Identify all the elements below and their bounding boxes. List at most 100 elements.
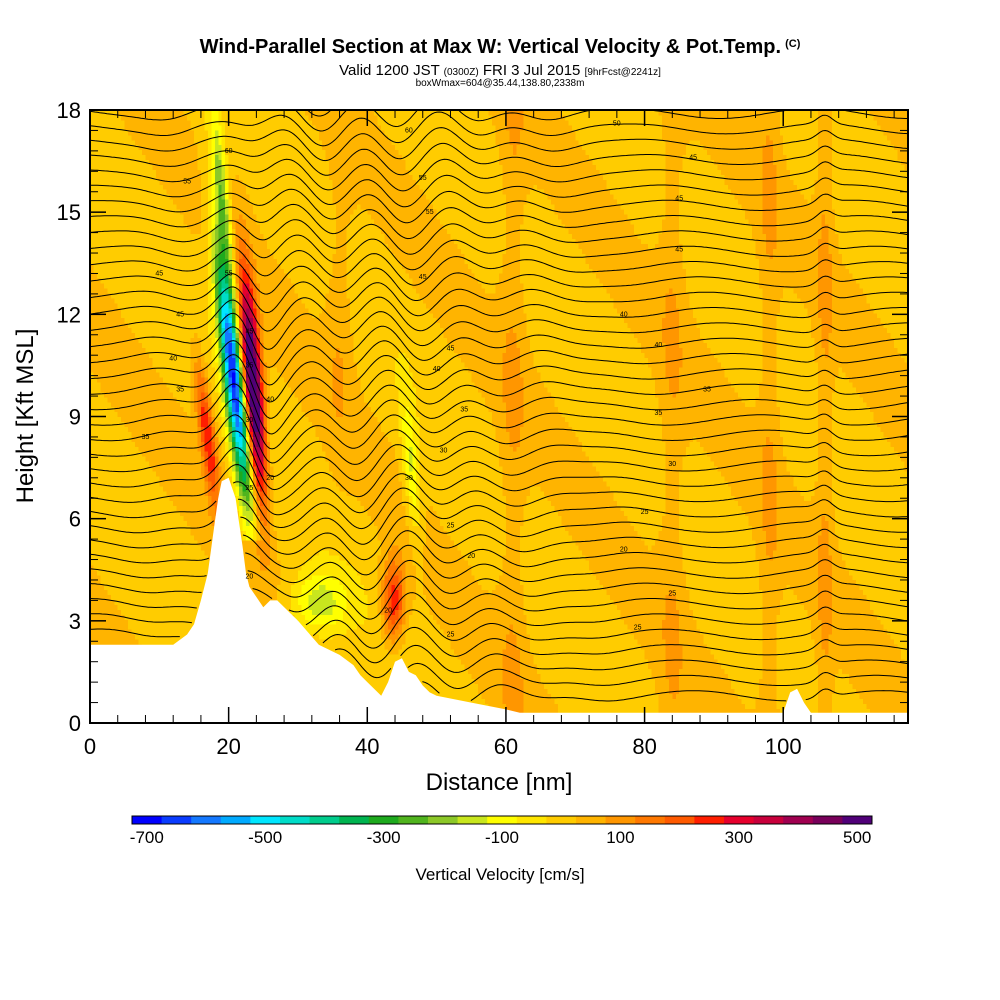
field-cell <box>505 545 521 551</box>
field-cell <box>419 426 497 432</box>
field-cell <box>502 253 521 259</box>
field-cell <box>495 124 507 131</box>
field-cell <box>481 693 504 699</box>
field-cell <box>505 119 524 126</box>
field-cell <box>488 406 507 413</box>
field-cell <box>821 322 833 329</box>
field-cell <box>401 426 413 432</box>
field-cell <box>332 396 344 403</box>
field-cell <box>266 238 337 245</box>
isentrope <box>90 273 908 317</box>
field-cell <box>665 312 680 319</box>
field-cell <box>831 124 881 131</box>
field-cell <box>627 213 666 220</box>
field-cell <box>294 614 306 620</box>
copyright-mark: (C) <box>785 38 801 50</box>
field-cell <box>758 268 819 274</box>
field-cell <box>197 426 202 432</box>
field-cell <box>776 327 812 334</box>
field-cell <box>405 505 410 512</box>
field-cell <box>651 673 666 680</box>
field-cell <box>686 144 705 151</box>
field-cell <box>817 376 836 383</box>
field-cell <box>218 228 226 235</box>
field-cell <box>700 139 767 146</box>
field-cell <box>266 490 271 497</box>
terrain <box>90 477 908 723</box>
field-cell <box>668 376 680 383</box>
field-cell <box>762 456 774 462</box>
field-cell <box>259 564 268 571</box>
field-cell <box>388 589 393 596</box>
field-cell <box>817 174 833 180</box>
field-cell <box>471 673 504 680</box>
field-cell <box>433 505 507 512</box>
field-cell <box>762 589 784 596</box>
field-cell <box>245 480 251 487</box>
field-cell <box>502 372 521 378</box>
field-cell <box>259 426 264 432</box>
field-cell <box>762 198 777 205</box>
field-cell <box>661 624 680 630</box>
field-cell <box>242 470 247 477</box>
field-cell <box>700 332 764 338</box>
field-cell <box>505 218 524 225</box>
field-cell <box>502 648 521 655</box>
field-cell <box>155 470 202 477</box>
field-cell <box>519 436 580 442</box>
field-cell <box>235 302 240 309</box>
field-cell <box>637 638 666 645</box>
field-cell <box>686 278 760 284</box>
field-cell <box>242 179 334 185</box>
field-cell <box>526 327 632 334</box>
field-cell <box>211 243 216 250</box>
field-cell <box>502 569 521 576</box>
field-cell <box>450 233 507 240</box>
field-cell <box>214 203 219 210</box>
field-cell <box>776 485 798 492</box>
field-cell <box>817 238 829 245</box>
field-cell <box>831 189 908 195</box>
field-cell <box>838 545 908 551</box>
field-cell <box>256 317 261 324</box>
field-cell <box>415 465 420 472</box>
field-cell <box>214 332 219 338</box>
field-cell <box>817 124 833 131</box>
field-cell <box>776 233 822 240</box>
field-cell <box>776 683 819 689</box>
field-cell <box>665 179 680 185</box>
field-cell <box>245 317 251 324</box>
field-cell <box>211 495 219 502</box>
field-cell <box>325 584 344 591</box>
field-cell <box>665 490 680 497</box>
field-cell <box>225 376 230 383</box>
field-cell <box>266 386 271 393</box>
field-cell <box>270 485 275 492</box>
field-cell <box>90 362 153 368</box>
field-cell <box>675 594 691 601</box>
field-cell <box>249 411 254 418</box>
field-cell <box>630 218 663 225</box>
field-cell <box>762 609 781 615</box>
field-cell <box>596 465 666 472</box>
field-cell <box>665 470 680 477</box>
field-cell <box>772 149 784 156</box>
field-cell <box>103 584 223 591</box>
field-cell <box>859 391 908 398</box>
field-cell <box>401 579 407 586</box>
field-cell <box>550 198 618 205</box>
field-cell <box>814 648 826 655</box>
field-cell <box>266 362 334 368</box>
field-cell <box>817 446 833 452</box>
field-cell <box>90 253 209 259</box>
field-cell <box>245 322 251 329</box>
field-cell <box>502 381 524 388</box>
field-cell <box>887 436 908 442</box>
field-cell <box>596 574 687 581</box>
field-cell <box>384 233 452 240</box>
field-cell <box>273 520 375 526</box>
field-cell <box>505 203 524 210</box>
field-cell <box>256 218 337 225</box>
field-cell <box>776 391 819 398</box>
field-cell <box>90 401 112 408</box>
